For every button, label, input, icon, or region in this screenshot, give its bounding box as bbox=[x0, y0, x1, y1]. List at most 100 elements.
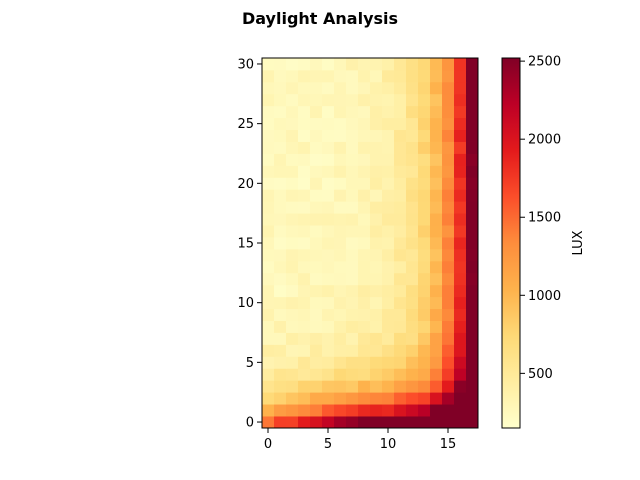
heatmap-cell bbox=[382, 58, 395, 71]
heatmap-cell bbox=[442, 284, 455, 298]
heatmap-cell bbox=[406, 165, 419, 178]
heatmap-cell bbox=[454, 284, 467, 298]
heatmap-cell bbox=[466, 320, 479, 333]
heatmap-cell bbox=[394, 81, 407, 95]
heatmap-cell bbox=[394, 368, 407, 381]
heatmap-cell bbox=[406, 93, 419, 107]
heatmap-cell bbox=[334, 117, 347, 131]
heatmap-cell bbox=[322, 58, 335, 71]
heatmap-cell bbox=[442, 69, 455, 83]
heatmap-cell bbox=[466, 296, 479, 310]
heatmap-cell bbox=[370, 69, 383, 83]
heatmap-cell bbox=[370, 81, 383, 95]
heatmap-cell bbox=[346, 392, 359, 405]
heatmap-cell bbox=[262, 69, 275, 83]
heatmap-cell bbox=[370, 93, 383, 107]
heatmap-cell bbox=[406, 320, 419, 333]
heatmap-cell bbox=[286, 260, 299, 274]
heatmap-cell bbox=[382, 380, 395, 393]
heatmap-cell bbox=[310, 177, 323, 190]
heatmap-cell bbox=[322, 225, 335, 238]
heatmap-cell bbox=[430, 177, 443, 190]
heatmap-cell bbox=[310, 404, 323, 417]
colorbar-tick-label: 2000 bbox=[528, 133, 561, 148]
heatmap-cell bbox=[466, 416, 479, 429]
heatmap-cell bbox=[430, 392, 443, 405]
heatmap-cell bbox=[358, 272, 371, 286]
heatmap-cell bbox=[430, 332, 443, 345]
heatmap-cell bbox=[298, 320, 311, 333]
heatmap-cell bbox=[406, 237, 419, 250]
heatmap-cell bbox=[262, 201, 275, 214]
heatmap-cell bbox=[418, 237, 431, 250]
heatmap-cell bbox=[382, 260, 395, 274]
heatmap-cell bbox=[346, 237, 359, 250]
heatmap-cell bbox=[406, 248, 419, 262]
heatmap-cell bbox=[418, 344, 431, 357]
heatmap-cell bbox=[358, 392, 371, 405]
heatmap-cell bbox=[370, 165, 383, 178]
heatmap-cell bbox=[466, 344, 479, 357]
heatmap-cell bbox=[346, 248, 359, 262]
heatmap-cell bbox=[298, 129, 311, 142]
heatmap-cell bbox=[406, 368, 419, 381]
heatmap-cell bbox=[466, 58, 479, 71]
heatmap-cell bbox=[262, 189, 275, 202]
heatmap-cell bbox=[274, 81, 287, 95]
heatmap-cell bbox=[262, 416, 275, 429]
heatmap-cell bbox=[346, 177, 359, 190]
heatmap-cell bbox=[286, 225, 299, 238]
heatmap-cell bbox=[430, 356, 443, 369]
heatmap-cell bbox=[298, 368, 311, 381]
heatmap-cell bbox=[274, 368, 287, 381]
heatmap-cell bbox=[442, 141, 455, 154]
heatmap-cell bbox=[382, 81, 395, 95]
x-tick-label: 15 bbox=[440, 437, 457, 452]
heatmap-cell bbox=[322, 332, 335, 345]
heatmap-cell bbox=[274, 117, 287, 131]
heatmap-cell bbox=[322, 260, 335, 274]
heatmap-cell bbox=[346, 416, 359, 429]
heatmap-cell bbox=[406, 213, 419, 226]
heatmap-cell bbox=[298, 201, 311, 214]
heatmap-cell bbox=[358, 165, 371, 178]
heatmap-cell bbox=[262, 213, 275, 226]
heatmap-cell bbox=[262, 404, 275, 417]
heatmap-cell bbox=[262, 272, 275, 286]
heatmap-cell bbox=[370, 404, 383, 417]
heatmap-cell bbox=[466, 308, 479, 321]
heatmap-cell bbox=[358, 201, 371, 214]
heatmap-cell bbox=[346, 129, 359, 142]
heatmap-cell bbox=[454, 368, 467, 381]
heatmap-cell bbox=[442, 344, 455, 357]
heatmap-cell bbox=[298, 225, 311, 238]
heatmap-cell bbox=[406, 58, 419, 71]
heatmap-cell bbox=[310, 308, 323, 321]
heatmap-cell bbox=[418, 272, 431, 286]
heatmap-cell bbox=[418, 189, 431, 202]
heatmap-cell bbox=[358, 368, 371, 381]
heatmap-cell bbox=[310, 81, 323, 95]
heatmap-cell bbox=[442, 117, 455, 131]
heatmap-cell bbox=[394, 260, 407, 274]
heatmap-cell bbox=[346, 320, 359, 333]
heatmap-cell bbox=[418, 225, 431, 238]
heatmap-cell bbox=[466, 404, 479, 417]
heatmap-cell bbox=[286, 153, 299, 166]
heatmap-cell bbox=[274, 105, 287, 119]
heatmap-cell bbox=[298, 356, 311, 369]
heatmap-cell bbox=[454, 189, 467, 202]
heatmap-cell bbox=[394, 284, 407, 298]
heatmap-cell bbox=[322, 93, 335, 107]
heatmap-cell bbox=[454, 416, 467, 429]
heatmap-cell bbox=[454, 260, 467, 274]
heatmap-cell bbox=[454, 177, 467, 190]
heatmap-cell bbox=[418, 296, 431, 310]
heatmap-cell bbox=[430, 344, 443, 357]
heatmap-cell bbox=[430, 225, 443, 238]
heatmap-cell bbox=[346, 153, 359, 166]
heatmap-cell bbox=[466, 332, 479, 345]
heatmap-cell bbox=[394, 332, 407, 345]
heatmap-cell bbox=[322, 153, 335, 166]
heatmap-cell bbox=[382, 404, 395, 417]
